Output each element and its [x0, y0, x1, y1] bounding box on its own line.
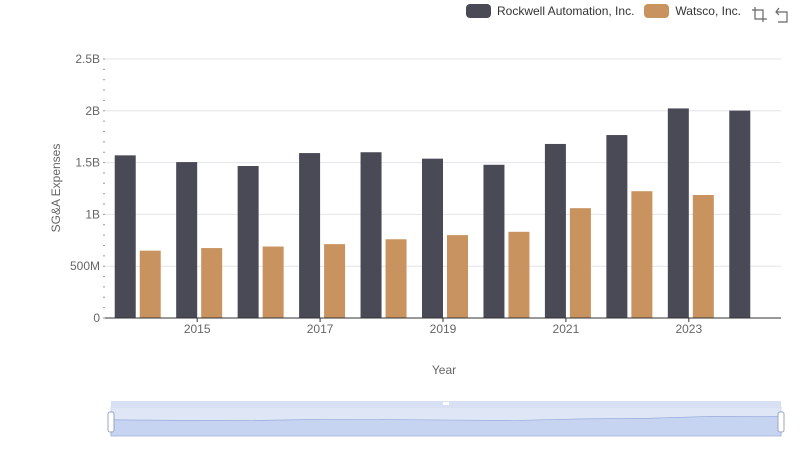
data-zoom-slider[interactable]: [107, 401, 785, 437]
bar[interactable]: [360, 152, 382, 318]
legend-item[interactable]: Watsco, Inc.: [644, 4, 741, 18]
bar[interactable]: [299, 153, 321, 318]
bar[interactable]: [324, 244, 346, 318]
legend-label: Watsco, Inc.: [675, 4, 741, 18]
y-tick-label: 0: [93, 311, 100, 325]
bar[interactable]: [447, 235, 468, 318]
bar[interactable]: [508, 231, 530, 318]
zoom-start-handle[interactable]: [107, 411, 115, 433]
x-tick-label: 2019: [430, 322, 457, 336]
bar[interactable]: [667, 108, 689, 318]
x-tick-label: 2015: [184, 322, 211, 336]
y-tick-label: 1B: [85, 207, 100, 221]
y-tick-label: 500M: [70, 259, 100, 273]
legend-swatch: [466, 4, 491, 18]
zoom-end-handle[interactable]: [777, 411, 785, 433]
bar[interactable]: [139, 250, 161, 318]
bar[interactable]: [606, 135, 628, 318]
x-tick-label: 2017: [307, 322, 334, 336]
zoom-reset-icon[interactable]: [773, 6, 791, 24]
zoom-preview-area: [110, 415, 782, 437]
bar[interactable]: [262, 246, 284, 318]
bar[interactable]: [201, 248, 223, 318]
bar[interactable]: [237, 166, 259, 318]
x-axis-title: Year: [432, 363, 456, 377]
bar[interactable]: [631, 191, 653, 318]
bar[interactable]: [114, 155, 136, 318]
legend-swatch: [644, 4, 670, 18]
bar[interactable]: [569, 208, 591, 318]
y-tick-label: 2B: [85, 104, 100, 118]
x-tick-label: 2023: [675, 322, 702, 336]
bar[interactable]: [422, 158, 443, 318]
y-tick-label: 1.5B: [75, 156, 100, 170]
legend-item[interactable]: Rockwell Automation, Inc.: [466, 4, 634, 18]
bar[interactable]: [692, 195, 714, 318]
zoom-select-icon[interactable]: [751, 6, 769, 24]
axis-layer: 0 500M 1B 1.5B 2B 2.5B 2015 2017 2019 2021 2023: [70, 52, 781, 336]
bar[interactable]: [176, 162, 198, 318]
zoom-grip-icon[interactable]: [443, 402, 449, 405]
legend: Rockwell Automation, Inc. Watsco, Inc.: [466, 4, 751, 18]
x-tick-label: 2021: [553, 322, 580, 336]
bar[interactable]: [729, 110, 751, 318]
y-tick-label: 2.5B: [75, 52, 100, 66]
bars-layer: [114, 108, 751, 318]
bar[interactable]: [385, 239, 407, 318]
bar[interactable]: [483, 164, 505, 318]
legend-label: Rockwell Automation, Inc.: [497, 4, 635, 18]
bar[interactable]: [544, 143, 566, 318]
toolbar: [747, 6, 791, 24]
y-axis-title: SG&A Expenses: [49, 144, 63, 233]
